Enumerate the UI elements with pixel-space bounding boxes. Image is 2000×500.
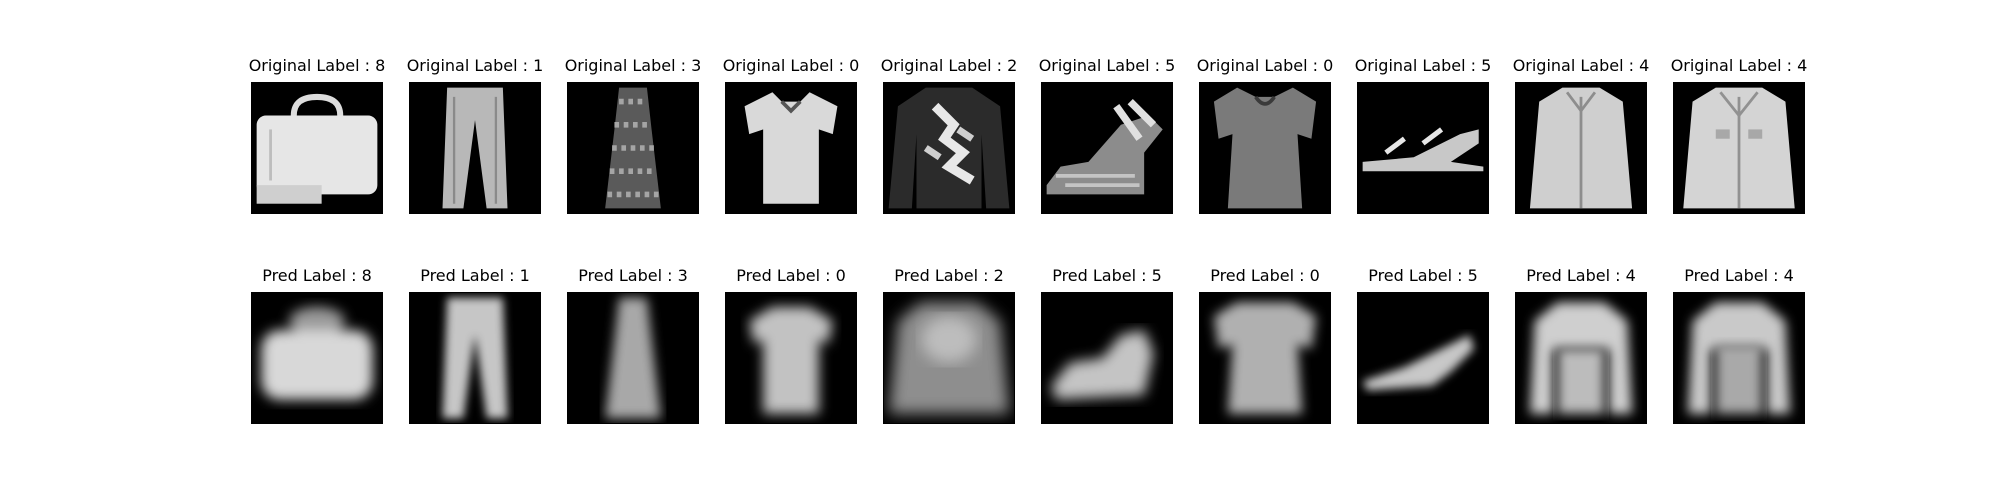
pred-label-6: Pred Label : 5 [1052, 266, 1162, 285]
pred-label-2: Pred Label : 1 [420, 266, 530, 285]
original-label-1: Original Label : 8 [248, 56, 386, 75]
pred-label-4: Pred Label : 0 [736, 266, 846, 285]
pred-row: Pred Label : 8 Pred Label : 1 Pred Label… [0, 266, 2000, 436]
pullover-blurred-image-icon [883, 292, 1015, 424]
original-label-6: Original Label : 5 [1038, 56, 1176, 75]
pullover-image-icon [883, 82, 1015, 214]
trouser-image-icon [409, 82, 541, 214]
sandal-image-icon [1041, 82, 1173, 214]
original-label-3: Original Label : 3 [564, 56, 702, 75]
pred-label-9: Pred Label : 4 [1526, 266, 1636, 285]
original-label-9: Original Label : 4 [1512, 56, 1650, 75]
original-label-4: Original Label : 0 [722, 56, 860, 75]
trouser-blurred-image-icon [409, 292, 541, 424]
original-label-7: Original Label : 0 [1196, 56, 1334, 75]
pred-label-8: Pred Label : 5 [1368, 266, 1478, 285]
original-label-2: Original Label : 1 [406, 56, 544, 75]
pred-label-7: Pred Label : 0 [1210, 266, 1320, 285]
coat-blurred-image-icon [1515, 292, 1647, 424]
sandal-flat-image-icon [1357, 82, 1489, 214]
tshirt-image-icon [725, 82, 857, 214]
coat-image-icon [1515, 82, 1647, 214]
original-label-8: Original Label : 5 [1354, 56, 1492, 75]
bag-blurred-image-icon [251, 292, 383, 424]
tshirt-blurred-image-icon [725, 292, 857, 424]
original-label-10: Original Label : 4 [1670, 56, 1808, 75]
pred-label-3: Pred Label : 3 [578, 266, 688, 285]
pred-label-1: Pred Label : 8 [262, 266, 372, 285]
original-row: Original Label : 8 Original Label : 1 Or… [0, 56, 2000, 226]
sandal-flat-blurred-image-icon [1357, 292, 1489, 424]
bag-image-icon [251, 82, 383, 214]
pred-label-5: Pred Label : 2 [894, 266, 1004, 285]
original-label-5: Original Label : 2 [880, 56, 1018, 75]
top-image-icon [1199, 82, 1331, 214]
dress-image-icon [567, 82, 699, 214]
top-blurred-image-icon [1199, 292, 1331, 424]
sandal-blurred-image-icon [1041, 292, 1173, 424]
coat-image-icon [1673, 82, 1805, 214]
coat-blurred-image-icon [1673, 292, 1805, 424]
pred-label-10: Pred Label : 4 [1684, 266, 1794, 285]
dress-blurred-image-icon [567, 292, 699, 424]
